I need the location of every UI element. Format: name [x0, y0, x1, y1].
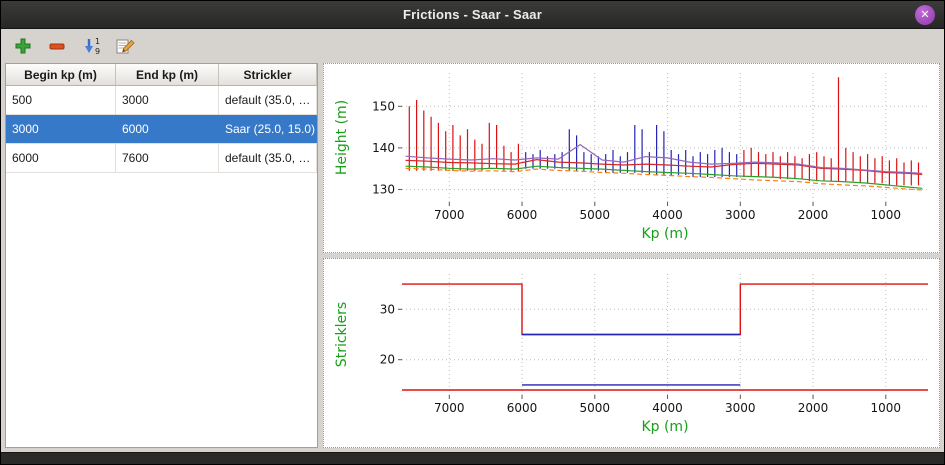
svg-text:4000: 4000 — [652, 401, 683, 415]
toolbar: 1 9 — [5, 29, 940, 63]
svg-text:Kp (m): Kp (m) — [641, 419, 688, 435]
svg-text:Stricklers: Stricklers — [334, 301, 350, 366]
remove-friction-button[interactable] — [43, 33, 71, 59]
height-chart[interactable]: 7000 6000 5000 4000 3000 2000 1000 130 140 150 Kp … — [323, 63, 940, 253]
header-begin-kp[interactable]: Begin kp (m) — [6, 64, 116, 85]
stricklers-chart-canvas[interactable]: 7000 6000 5000 4000 3000 2000 1000 20 30 Kp (m) St… — [326, 262, 938, 445]
svg-text:Kp (m): Kp (m) — [641, 226, 688, 242]
window-bottom-edge — [1, 452, 944, 464]
edit-button[interactable] — [111, 33, 139, 59]
window-title: Frictions - Saar - Saar — [403, 7, 542, 22]
frictions-table: Begin kp (m) End kp (m) Strickler 500 30… — [5, 63, 318, 448]
close-button[interactable]: ✕ — [915, 5, 935, 25]
svg-text:5000: 5000 — [579, 401, 610, 415]
cell-begin-kp: 3000 — [6, 115, 116, 143]
svg-text:1: 1 — [95, 37, 100, 46]
svg-text:5000: 5000 — [579, 208, 610, 222]
cell-strickler: Saar (25.0, 15.0) — [219, 115, 317, 143]
sort-1-9-icon: 1 9 — [85, 37, 100, 55]
header-end-kp[interactable]: End kp (m) — [116, 64, 219, 85]
stricklers-chart[interactable]: 7000 6000 5000 4000 3000 2000 1000 20 30 Kp (m) St… — [323, 258, 940, 448]
svg-text:7000: 7000 — [434, 208, 465, 222]
table-row[interactable]: 6000 7600 default (35.0, … — [6, 144, 317, 173]
cell-strickler: default (35.0, … — [219, 86, 317, 114]
svg-text:140: 140 — [372, 140, 395, 154]
cell-end-kp: 6000 — [116, 115, 219, 143]
minus-icon — [49, 43, 65, 50]
edit-icon — [116, 39, 135, 54]
svg-text:1000: 1000 — [870, 401, 901, 415]
cell-end-kp: 7600 — [116, 144, 219, 172]
charts-panel: 7000 6000 5000 4000 3000 2000 1000 130 140 150 Kp … — [323, 63, 940, 448]
svg-text:130: 130 — [372, 182, 395, 196]
svg-text:6000: 6000 — [506, 208, 537, 222]
sort-button[interactable]: 1 9 — [77, 33, 105, 59]
svg-text:20: 20 — [379, 352, 394, 366]
svg-text:4000: 4000 — [652, 208, 683, 222]
plus-icon — [15, 38, 31, 54]
cell-strickler: default (35.0, … — [219, 144, 317, 172]
close-icon: ✕ — [920, 9, 930, 21]
svg-text:2000: 2000 — [797, 401, 828, 415]
table-row[interactable]: 500 3000 default (35.0, … — [6, 86, 317, 115]
svg-text:Height (m): Height (m) — [334, 99, 350, 174]
svg-text:150: 150 — [372, 99, 395, 113]
table-empty-area — [6, 173, 317, 447]
main-area: Begin kp (m) End kp (m) Strickler 500 30… — [5, 63, 940, 452]
window-frame: 1 9 Begin kp (m) End kp (m) Stric — [1, 29, 944, 452]
svg-text:7000: 7000 — [434, 401, 465, 415]
svg-text:3000: 3000 — [725, 208, 756, 222]
svg-text:9: 9 — [95, 47, 100, 55]
svg-text:2000: 2000 — [797, 208, 828, 222]
svg-text:6000: 6000 — [506, 401, 537, 415]
cell-begin-kp: 6000 — [6, 144, 116, 172]
cell-end-kp: 3000 — [116, 86, 219, 114]
header-strickler[interactable]: Strickler — [219, 64, 317, 85]
titlebar[interactable]: Frictions - Saar - Saar ✕ — [1, 1, 944, 29]
add-friction-button[interactable] — [9, 33, 37, 59]
svg-text:30: 30 — [379, 302, 394, 316]
table-row[interactable]: 3000 6000 Saar (25.0, 15.0) — [6, 115, 317, 144]
svg-text:3000: 3000 — [725, 401, 756, 415]
table-header-row: Begin kp (m) End kp (m) Strickler — [6, 64, 317, 86]
height-chart-canvas[interactable]: 7000 6000 5000 4000 3000 2000 1000 130 140 150 Kp … — [326, 67, 938, 250]
svg-text:1000: 1000 — [870, 208, 901, 222]
cell-begin-kp: 500 — [6, 86, 116, 114]
